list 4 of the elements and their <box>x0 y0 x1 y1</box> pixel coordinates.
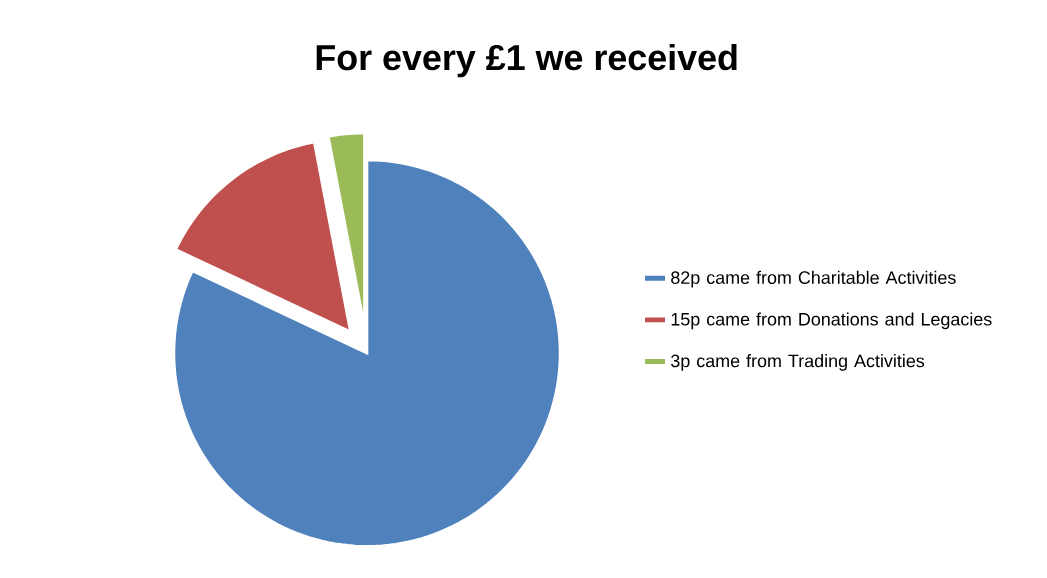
legend-label: 3p came from Trading Activities <box>671 354 925 371</box>
legend-label: 82p came from Charitable Activities <box>671 270 956 288</box>
chart-title: For every £1 we received <box>316 43 737 78</box>
legend-label: 15p came from Donations and Legacies <box>671 312 992 330</box>
